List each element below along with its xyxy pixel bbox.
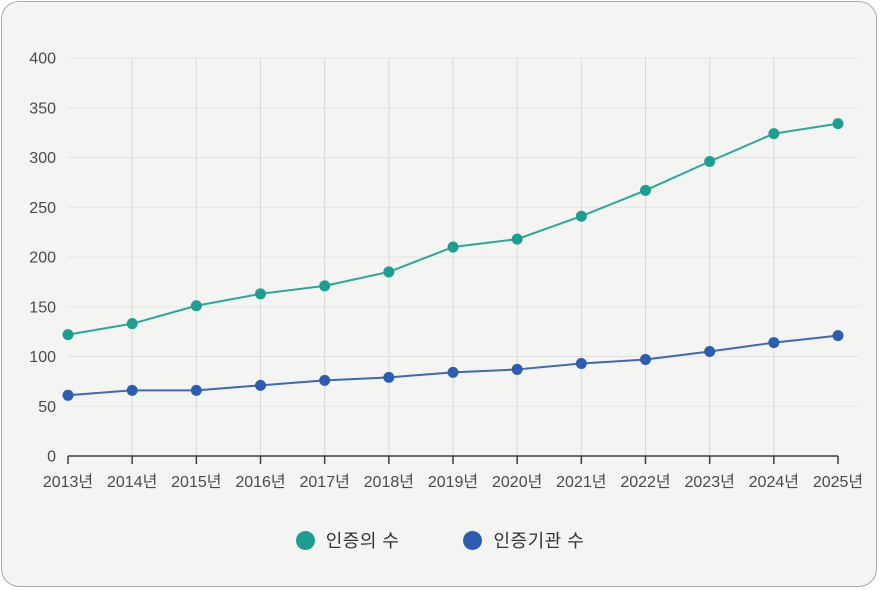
data-point-0-2022년[interactable] [640,184,651,196]
data-point-1-2020년[interactable] [511,363,523,375]
legend-label: 인증의 수 [325,531,400,551]
y-tick-label: 50 [38,399,56,416]
data-point-0-2018년[interactable] [383,266,395,278]
x-tick-label: 2020년 [492,473,542,491]
legend-blue-dot-icon [463,530,483,550]
x-tick-label: 2017년 [300,473,350,491]
legend-item-certifications[interactable]: 인증의 수 [295,527,400,553]
x-tick-label: 2022년 [620,473,670,491]
y-tick-label: 300 [29,150,56,167]
data-point-0-2016년[interactable] [255,288,266,300]
data-point-0-2025년[interactable] [832,118,844,130]
data-point-1-2017년[interactable] [319,374,331,386]
x-tick-label: 2015년 [171,473,221,491]
x-tick-label: 2023년 [685,473,735,491]
x-tick-label: 2021년 [556,473,606,491]
data-point-0-2023년[interactable] [704,155,716,167]
y-tick-label: 350 [29,100,56,117]
x-tick-label: 2018년 [364,473,414,491]
legend-label: 인증기관 수 [493,531,585,551]
data-point-0-2014년[interactable] [126,318,138,330]
legend-teal-dot-icon [295,530,315,550]
data-point-0-2021년[interactable] [575,210,587,222]
data-point-1-2016년[interactable] [255,379,266,391]
data-point-1-2025년[interactable] [832,330,844,342]
y-tick-label: 250 [29,200,56,217]
data-point-0-2013년[interactable] [62,329,74,341]
data-point-1-2023년[interactable] [704,346,716,358]
y-tick-label: 0 [47,449,56,466]
data-point-1-2021년[interactable] [575,357,587,369]
data-point-1-2024년[interactable] [768,337,780,349]
data-point-0-2015년[interactable] [190,300,202,312]
data-point-1-2019년[interactable] [447,366,459,378]
data-point-0-2019년[interactable] [447,241,459,253]
data-point-0-2024년[interactable] [768,128,780,140]
data-point-1-2018년[interactable] [383,371,395,383]
x-tick-label: 2019년 [428,473,478,491]
x-tick-label: 2024년 [749,473,799,491]
y-tick-label: 150 [29,299,56,316]
x-tick-label: 2013년 [43,473,93,491]
data-point-1-2013년[interactable] [62,389,74,401]
data-point-1-2022년[interactable] [640,353,651,365]
y-tick-label: 400 [29,51,56,68]
x-tick-label: 2025년 [813,473,863,491]
y-tick-label: 200 [29,250,56,267]
data-point-0-2020년[interactable] [511,233,523,245]
x-tick-label: 2014년 [107,473,157,491]
legend-item-institutions[interactable]: 인증기관 수 [463,527,584,553]
y-tick-label: 100 [29,349,56,366]
data-point-1-2015년[interactable] [190,384,202,396]
data-point-0-2017년[interactable] [319,280,331,292]
data-point-1-2014년[interactable] [126,384,138,396]
x-tick-label: 2016년 [235,473,285,491]
chart-legend: 인증의 수 인증기관 수 [0,527,880,553]
